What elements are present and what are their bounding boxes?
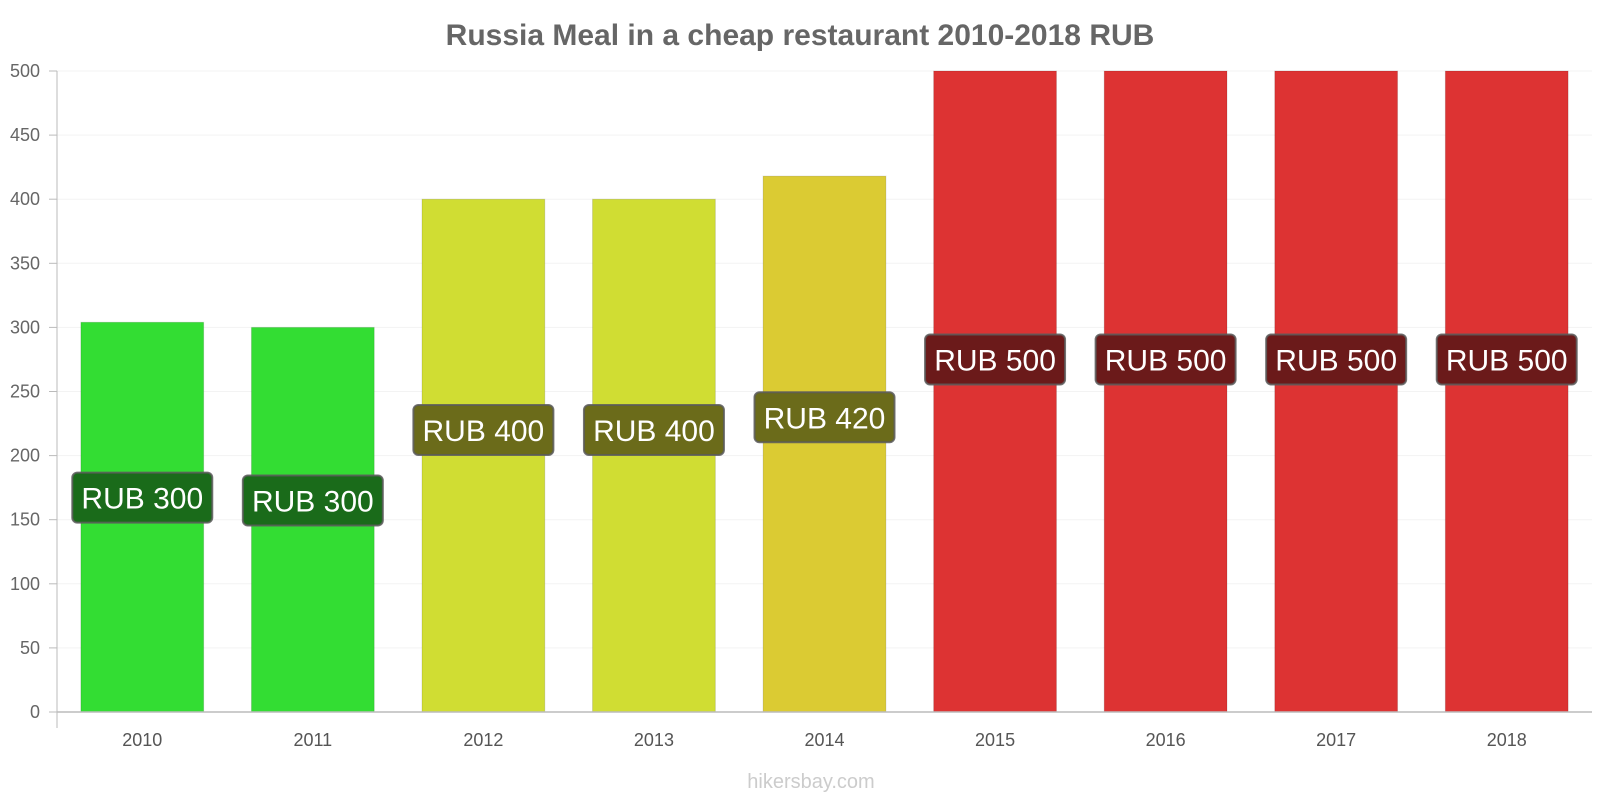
data-label-badge: [753, 391, 896, 444]
data-label: RUB 500: [1105, 344, 1227, 377]
data-label-badge: [71, 471, 214, 524]
y-tick-label: 350: [10, 253, 40, 273]
y-axis: 0 50 100 150 200 250 300 350 400 450 500: [10, 61, 58, 728]
data-label: RUB 400: [423, 415, 545, 448]
data-label: RUB 400: [593, 415, 715, 448]
y-tick-label: 50: [20, 638, 40, 658]
data-labels: RUB 300 RUB 300 RUB 400 RUB 400 RUB 420 RUB 5…: [71, 333, 1578, 527]
bar-2015: [933, 70, 1057, 713]
y-tick-label: 200: [10, 446, 40, 466]
x-axis: 2010 2011 2012 2013 2014 2015 2016 2017 2018: [57, 711, 1592, 750]
data-label-badge: [1435, 333, 1578, 386]
y-tick-label: 450: [10, 125, 40, 145]
data-label: RUB 500: [1446, 344, 1568, 377]
y-tick-label: 250: [10, 382, 40, 402]
data-label: RUB 500: [1275, 344, 1397, 377]
y-tick-label: 150: [10, 510, 40, 530]
x-tick-label: 2013: [634, 730, 674, 750]
data-label-badge: [582, 403, 725, 456]
bar-2017: [1274, 70, 1399, 713]
y-tick-label: 300: [10, 317, 40, 337]
x-tick-label: 2011: [293, 730, 332, 750]
data-label-badge: [1094, 333, 1237, 386]
y-tick-label: 500: [10, 61, 40, 81]
data-label: RUB 300: [81, 483, 203, 516]
data-label: RUB 300: [252, 485, 374, 518]
x-tick-label: 2015: [975, 730, 1015, 750]
bar-2014: [762, 175, 887, 713]
data-label: RUB 500: [934, 344, 1056, 377]
x-tick-label: 2010: [122, 730, 162, 750]
y-tick-label: 100: [10, 574, 40, 594]
x-tick-label: 2018: [1487, 730, 1527, 750]
chart-title: Russia Meal in a cheap restaurant 2010-2…: [446, 19, 1155, 52]
x-tick-label: 2016: [1146, 730, 1186, 750]
data-label-badge: [1265, 333, 1408, 386]
bar-2016: [1103, 70, 1228, 713]
x-tick-label: 2014: [804, 730, 844, 750]
y-tick-label: 400: [10, 189, 40, 209]
data-label-badge: [412, 403, 555, 456]
data-label-badge: [241, 474, 384, 527]
data-label: RUB 420: [764, 402, 886, 435]
source-credit: hikersbay.com: [747, 771, 874, 793]
bar-2018: [1444, 70, 1569, 713]
y-tick-label: 0: [30, 702, 40, 722]
x-tick-label: 2017: [1316, 730, 1356, 750]
x-tick-label: 2012: [463, 730, 503, 750]
data-label-badge: [924, 333, 1067, 386]
